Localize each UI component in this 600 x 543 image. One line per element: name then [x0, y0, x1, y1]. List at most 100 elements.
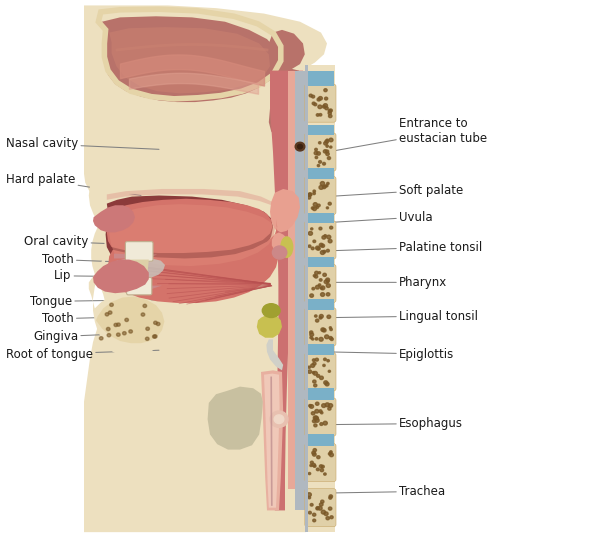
Circle shape	[313, 513, 316, 516]
Circle shape	[319, 142, 321, 144]
FancyBboxPatch shape	[307, 213, 334, 223]
Text: Entrance to
eustacian tube: Entrance to eustacian tube	[327, 117, 487, 152]
Circle shape	[314, 315, 317, 317]
Circle shape	[146, 327, 149, 330]
Text: Nasal cavity: Nasal cavity	[6, 137, 159, 150]
Circle shape	[295, 142, 305, 151]
Circle shape	[316, 319, 319, 322]
FancyBboxPatch shape	[305, 398, 336, 436]
Circle shape	[315, 358, 319, 361]
Circle shape	[319, 227, 322, 230]
Circle shape	[320, 250, 325, 255]
Circle shape	[311, 412, 315, 415]
Circle shape	[322, 403, 326, 407]
Polygon shape	[109, 204, 275, 266]
Circle shape	[324, 512, 328, 515]
Circle shape	[330, 329, 332, 331]
Circle shape	[317, 98, 320, 101]
Circle shape	[311, 95, 314, 98]
Circle shape	[310, 503, 313, 506]
Circle shape	[315, 409, 319, 413]
Circle shape	[322, 465, 324, 468]
Polygon shape	[114, 283, 162, 291]
Circle shape	[325, 106, 328, 110]
Circle shape	[321, 244, 325, 248]
FancyBboxPatch shape	[307, 434, 334, 446]
Circle shape	[319, 465, 323, 468]
Circle shape	[326, 280, 329, 282]
FancyBboxPatch shape	[305, 308, 336, 346]
Circle shape	[313, 420, 316, 422]
Circle shape	[317, 151, 320, 155]
Circle shape	[323, 358, 326, 361]
Circle shape	[314, 151, 318, 155]
Circle shape	[317, 375, 320, 377]
Circle shape	[313, 190, 316, 192]
Text: Esophagus: Esophagus	[327, 417, 463, 430]
Circle shape	[274, 415, 284, 424]
Polygon shape	[264, 30, 305, 72]
Circle shape	[328, 110, 331, 112]
Circle shape	[317, 247, 320, 250]
Text: Lip: Lip	[54, 269, 159, 282]
Circle shape	[325, 382, 329, 386]
Circle shape	[313, 240, 316, 243]
Circle shape	[105, 313, 109, 316]
Circle shape	[324, 89, 327, 92]
Circle shape	[326, 284, 331, 287]
Text: Trachea: Trachea	[327, 485, 445, 498]
Polygon shape	[306, 65, 335, 532]
Polygon shape	[114, 254, 157, 258]
Circle shape	[152, 335, 156, 338]
Circle shape	[310, 461, 313, 464]
Circle shape	[325, 97, 328, 100]
FancyBboxPatch shape	[305, 489, 336, 527]
Circle shape	[308, 193, 312, 196]
Circle shape	[326, 293, 330, 296]
Circle shape	[122, 332, 126, 335]
Circle shape	[319, 186, 323, 190]
Circle shape	[316, 507, 319, 509]
Circle shape	[330, 516, 333, 519]
Circle shape	[326, 182, 329, 185]
Circle shape	[318, 507, 322, 510]
FancyBboxPatch shape	[307, 71, 334, 86]
Circle shape	[308, 497, 311, 499]
FancyBboxPatch shape	[305, 444, 336, 482]
Circle shape	[325, 140, 329, 143]
Circle shape	[320, 376, 323, 380]
Circle shape	[324, 142, 328, 145]
Polygon shape	[93, 260, 149, 293]
Polygon shape	[270, 189, 300, 232]
Circle shape	[313, 192, 316, 194]
Circle shape	[307, 493, 311, 496]
FancyBboxPatch shape	[305, 133, 336, 171]
Polygon shape	[84, 5, 327, 532]
Polygon shape	[104, 179, 279, 206]
FancyBboxPatch shape	[127, 277, 152, 295]
Text: Tongue: Tongue	[30, 295, 159, 308]
Circle shape	[313, 359, 315, 362]
Circle shape	[308, 512, 311, 514]
Circle shape	[319, 161, 322, 163]
Circle shape	[116, 323, 120, 326]
Circle shape	[328, 157, 331, 160]
Circle shape	[324, 280, 328, 283]
Circle shape	[323, 473, 326, 475]
Circle shape	[272, 246, 287, 259]
Circle shape	[328, 203, 331, 205]
Circle shape	[319, 113, 322, 116]
Circle shape	[323, 162, 325, 165]
Circle shape	[329, 115, 332, 118]
Circle shape	[321, 328, 325, 331]
FancyBboxPatch shape	[305, 176, 336, 214]
Circle shape	[313, 275, 316, 277]
Circle shape	[329, 495, 332, 498]
Polygon shape	[89, 178, 269, 357]
Text: Tooth: Tooth	[42, 253, 159, 266]
Circle shape	[329, 327, 331, 329]
Circle shape	[321, 510, 325, 514]
Circle shape	[323, 364, 325, 367]
Circle shape	[116, 333, 120, 336]
Circle shape	[326, 516, 329, 520]
